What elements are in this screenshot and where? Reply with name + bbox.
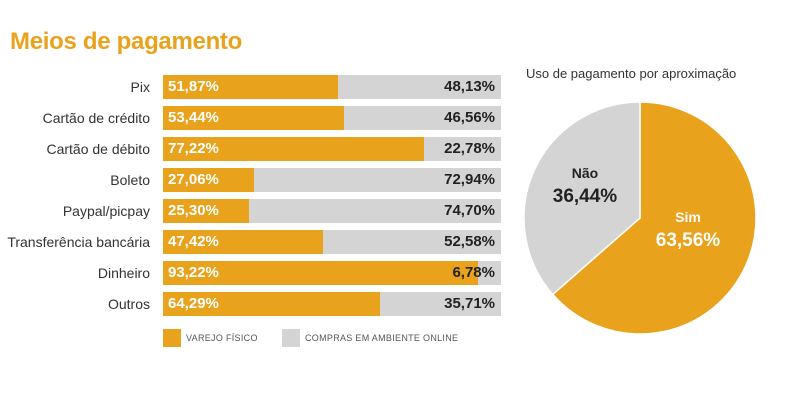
pie-slice-sim — [551, 101, 757, 335]
bar-physical — [163, 292, 381, 316]
bar-physical — [163, 199, 249, 223]
value-label-online: 48,13% — [444, 78, 495, 95]
pie-slice-nao — [523, 101, 641, 296]
bar-online: 64,29% 35,71% — [163, 292, 501, 316]
bar-physical — [163, 261, 479, 285]
chart-title: Meios de pagamento — [10, 28, 242, 55]
legend-swatch-online — [282, 329, 300, 347]
bar-physical — [163, 230, 324, 254]
bar-online: 47,42% 52,58% — [163, 230, 501, 254]
category-label: Pix — [130, 79, 150, 95]
bar-online: 93,22% 6,78% — [163, 261, 501, 285]
value-label-online: 72,94% — [444, 171, 495, 188]
value-label-physical: 25,30% — [168, 202, 219, 219]
value-label-physical: 77,22% — [168, 140, 219, 157]
category-label: Cartão de crédito — [42, 110, 150, 126]
category-label: Boleto — [110, 172, 150, 188]
value-label-online: 46,56% — [444, 109, 495, 126]
legend-label-physical: Varejo físico — [186, 333, 258, 343]
pie-slice-label: Não — [572, 165, 598, 181]
pie-slice-label: Sim — [675, 209, 701, 225]
bar-online: 51,87% 48,13% — [163, 75, 501, 99]
category-label: Transferência bancária — [7, 234, 150, 250]
value-label-physical: 51,87% — [168, 78, 219, 95]
category-label: Outros — [107, 296, 150, 312]
value-label-online: 74,70% — [444, 202, 495, 219]
bar-online: 77,22% 22,78% — [163, 137, 501, 161]
value-label-online: 35,71% — [444, 295, 495, 312]
bar-online: 27,06% 72,94% — [163, 168, 501, 192]
value-label-online: 22,78% — [444, 140, 495, 157]
value-label-physical: 93,22% — [168, 264, 219, 281]
value-label-physical: 27,06% — [168, 171, 219, 188]
bar-physical — [163, 137, 424, 161]
category-label: Paypal/picpay — [62, 203, 150, 219]
value-label-online: 6,78% — [452, 264, 495, 281]
bar-online: 53,44% 46,56% — [163, 106, 501, 130]
bar-physical — [163, 106, 344, 130]
value-label-physical: 47,42% — [168, 233, 219, 250]
value-label-online: 52,58% — [444, 233, 495, 250]
legend-label-online: Compras em ambiente online — [305, 333, 459, 343]
category-label: Cartão de débito — [46, 141, 150, 157]
bar-physical — [163, 75, 339, 99]
value-label-physical: 53,44% — [168, 109, 219, 126]
pie-slice-value: 63,56% — [656, 230, 721, 251]
value-label-physical: 64,29% — [168, 295, 219, 312]
category-label: Dinheiro — [97, 265, 150, 281]
pie-slice-value: 36,44% — [553, 186, 618, 207]
bar-physical — [163, 168, 255, 192]
legend-swatch-physical — [163, 329, 181, 347]
bar-online: 25,30% 74,70% — [163, 199, 501, 223]
pie-chart-title: Uso de pagamento por aproximação — [526, 66, 737, 81]
